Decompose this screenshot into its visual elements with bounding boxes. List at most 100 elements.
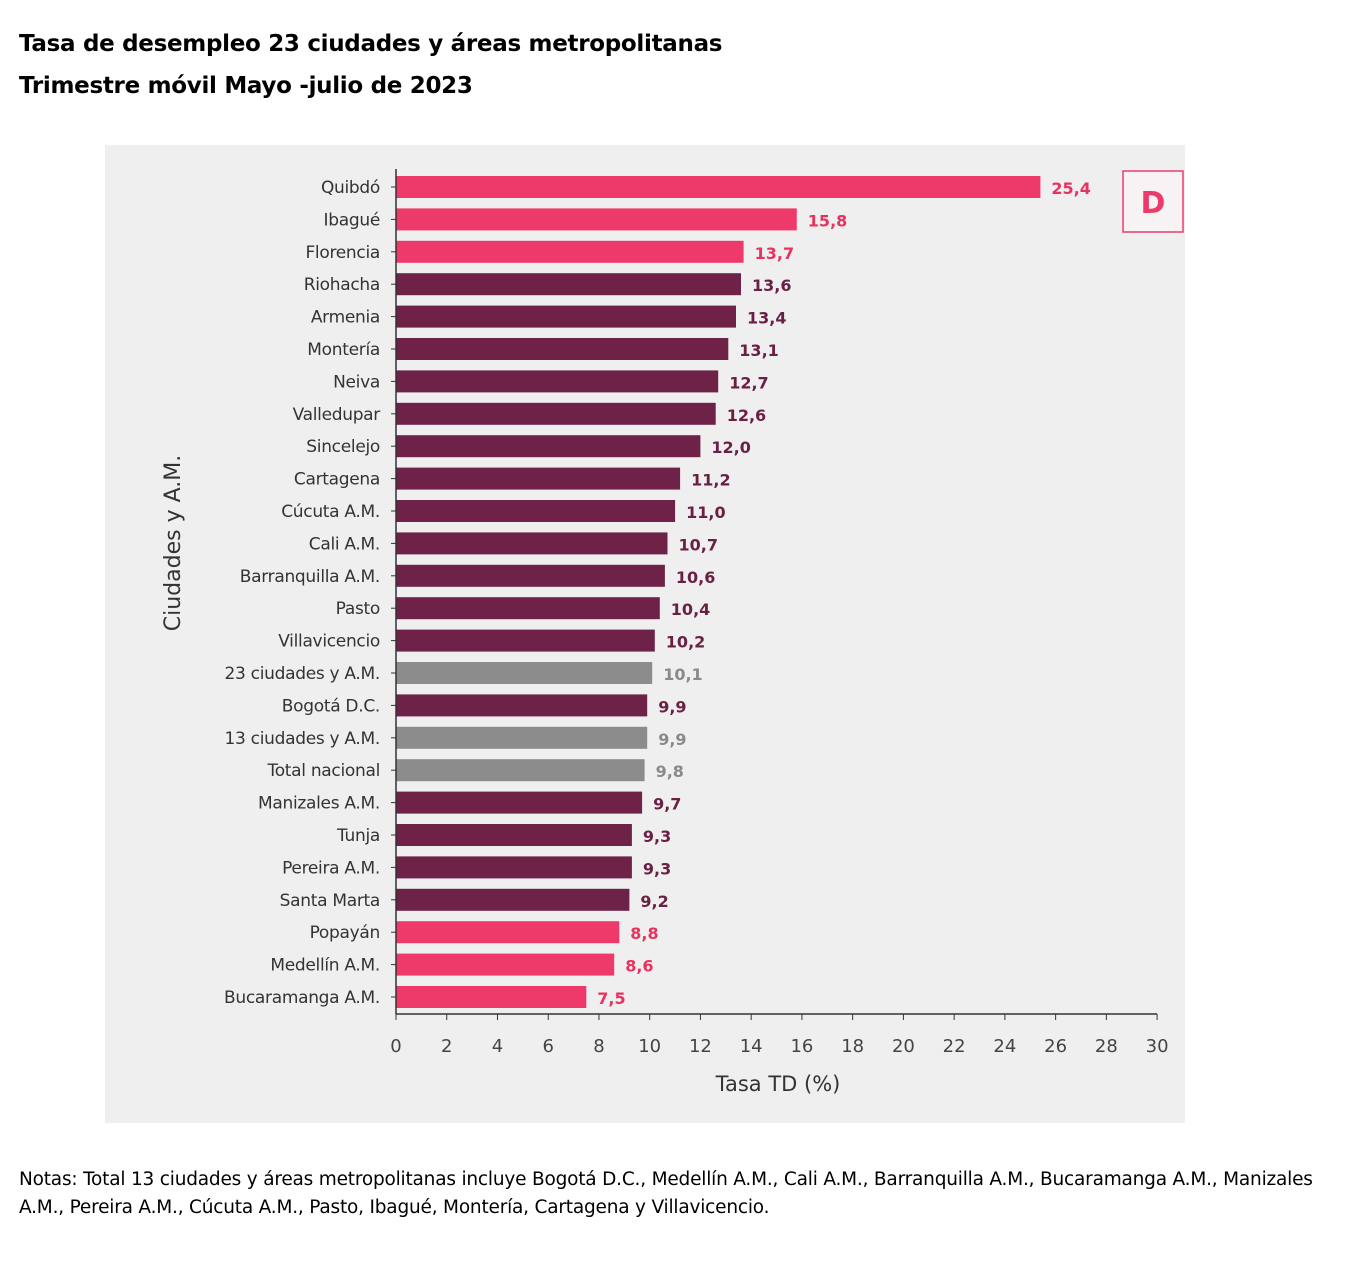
chart-subtitle: Trimestre móvil Mayo -julio de 2023 — [19, 73, 473, 99]
bar-22 — [396, 888, 630, 911]
category-label: Villavicencio — [278, 632, 380, 652]
bars-group: Quibdó 25,4 Ibagué 15,8 Florencia 13,7 Riohach… — [224, 176, 1091, 1008]
axes-group — [391, 169, 1158, 1015]
value-label: 10,4 — [671, 600, 710, 619]
category-label: Quibdó — [321, 178, 380, 198]
value-label: 8,6 — [625, 957, 653, 976]
x-tick-label: 18 — [841, 1036, 864, 1057]
x-tick-label: 14 — [740, 1036, 763, 1057]
bar-13 — [396, 597, 660, 620]
x-tick-label: 6 — [542, 1036, 553, 1057]
value-label: 9,7 — [653, 795, 681, 814]
x-tick-label: 12 — [689, 1036, 712, 1057]
bar-25 — [396, 986, 587, 1008]
bar-16 — [396, 694, 648, 717]
category-label: Medellín A.M. — [270, 956, 380, 976]
category-label: 23 ciudades y A.M. — [225, 664, 380, 684]
category-label: Ibagué — [324, 210, 380, 230]
value-label: 10,6 — [676, 568, 715, 587]
x-tick-label: 22 — [943, 1036, 966, 1057]
bar-11 — [396, 532, 668, 555]
category-label: Florencia — [305, 243, 380, 263]
category-label: Cúcuta A.M. — [281, 502, 380, 522]
category-label: Montería — [307, 340, 380, 360]
value-label: 13,6 — [752, 276, 791, 295]
value-label: 9,9 — [658, 697, 686, 716]
bar-7 — [396, 402, 716, 425]
value-label: 25,4 — [1051, 179, 1090, 198]
bar-19 — [396, 791, 643, 814]
x-tick-label: 0 — [390, 1036, 401, 1057]
value-label: 9,9 — [658, 730, 686, 749]
category-label: Cartagena — [294, 470, 380, 490]
category-label: 13 ciudades y A.M. — [225, 729, 380, 749]
x-tick-label: 16 — [790, 1036, 813, 1057]
bar-8 — [396, 435, 701, 458]
value-label: 13,1 — [739, 341, 778, 360]
chart-panel: Quibdó 25,4 Ibagué 15,8 Florencia 13,7 Riohach… — [105, 145, 1185, 1123]
bar-24 — [396, 953, 615, 976]
x-tick-label: 30 — [1146, 1036, 1169, 1057]
x-tick-label: 28 — [1095, 1036, 1118, 1057]
bar-10 — [396, 500, 676, 522]
category-label: Total nacional — [267, 761, 380, 781]
category-label: Riohacha — [304, 275, 380, 295]
bar-6 — [396, 370, 719, 393]
chart-notes: Notas: Total 13 ciudades y áreas metropo… — [19, 1169, 1313, 1218]
x-tick-label: 4 — [492, 1036, 503, 1057]
bar-5 — [396, 338, 729, 360]
chart-title: Tasa de desempleo 23 ciudades y áreas me… — [19, 31, 723, 57]
category-label: Santa Marta — [280, 891, 380, 911]
bar-14 — [396, 629, 655, 652]
x-axis-label: Tasa TD (%) — [715, 1072, 841, 1096]
category-label: Armenia — [311, 308, 380, 328]
bar-3 — [396, 273, 741, 296]
bar-0 — [396, 176, 1041, 198]
x-tick-label: 24 — [993, 1036, 1016, 1057]
category-label: Tunja — [336, 826, 380, 846]
x-tick-label: 26 — [1044, 1036, 1067, 1057]
value-label: 11,2 — [691, 471, 730, 490]
value-label: 7,5 — [597, 989, 625, 1008]
x-tick-label: 20 — [892, 1036, 915, 1057]
value-label: 10,2 — [666, 633, 705, 652]
value-label: 12,6 — [727, 406, 766, 425]
unemployment-bar-chart: Quibdó 25,4 Ibagué 15,8 Florencia 13,7 Riohach… — [161, 169, 1184, 1096]
value-label: 15,8 — [808, 211, 847, 230]
bar-2 — [396, 240, 744, 263]
bar-20 — [396, 824, 632, 846]
category-label: Bogotá D.C. — [282, 696, 380, 716]
category-label: Cali A.M. — [309, 534, 380, 554]
x-tick-label: 8 — [593, 1036, 604, 1057]
y-axis-label: Ciudades y A.M. — [161, 455, 186, 631]
bar-17 — [396, 726, 648, 749]
category-label: Manizales A.M. — [258, 794, 380, 814]
bar-23 — [396, 921, 620, 944]
category-label: Pasto — [336, 599, 380, 619]
value-label: 13,4 — [747, 309, 786, 328]
logo-frame — [1122, 170, 1184, 233]
category-label: Barranquilla A.M. — [240, 567, 380, 587]
value-label: 8,8 — [630, 924, 658, 943]
x-tick-label: 10 — [638, 1036, 661, 1057]
bar-15 — [396, 662, 653, 684]
bar-18 — [396, 759, 645, 782]
value-label: 11,0 — [686, 503, 725, 522]
value-label: 12,0 — [711, 438, 750, 457]
category-label: Valledupar — [293, 405, 381, 425]
value-label: 10,7 — [679, 535, 718, 554]
bar-1 — [396, 208, 797, 231]
value-label: 10,1 — [663, 665, 702, 684]
bar-4 — [396, 305, 736, 328]
ticks-group: 0 2 4 6 8 10 12 14 16 18 20 22 24 26 28 30 — [390, 1014, 1169, 1057]
category-label: Popayán — [310, 923, 380, 943]
value-label: 9,3 — [643, 859, 671, 878]
value-label: 9,8 — [656, 762, 684, 781]
category-label: Bucaramanga A.M. — [224, 988, 380, 1008]
value-label: 9,2 — [640, 892, 668, 911]
category-label: Sincelejo — [306, 437, 380, 457]
logo-letter: D — [1141, 186, 1166, 221]
category-label: Pereira A.M. — [282, 858, 380, 878]
bar-9 — [396, 467, 681, 490]
value-label: 12,7 — [729, 373, 768, 392]
